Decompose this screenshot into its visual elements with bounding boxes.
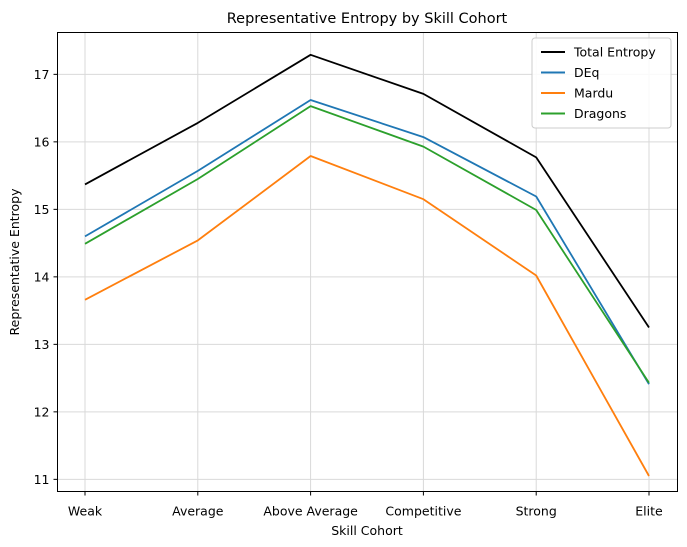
- x-axis-label: Skill Cohort: [331, 523, 403, 538]
- y-tick-label: 15: [34, 202, 50, 217]
- plot-frame: [57, 32, 678, 492]
- legend-label-mardu: Mardu: [574, 86, 613, 101]
- y-tick-label: 14: [34, 269, 50, 284]
- x-tick-label: Elite: [635, 504, 663, 519]
- y-tick-label: 13: [34, 337, 50, 352]
- x-tick-label: Competitive: [385, 504, 461, 519]
- series-lines: [84, 53, 650, 477]
- y-axis-label: Representative Entropy: [7, 188, 22, 336]
- x-tick-label: Strong: [516, 504, 557, 519]
- series-line-deq: [84, 99, 650, 385]
- legend: Total Entropy DEq Mardu Dragons: [531, 37, 672, 129]
- grid: [57, 32, 678, 492]
- y-tick-label: 12: [34, 404, 50, 419]
- axis-ticks: Weak Average Above Average Competitive Stron…: [34, 67, 663, 519]
- x-tick-label: Weak: [68, 504, 103, 519]
- x-tick-label: Average: [172, 504, 224, 519]
- legend-label-dragons: Dragons: [574, 106, 626, 121]
- legend-box: [531, 37, 672, 129]
- x-tick-label: Above Average: [263, 504, 358, 519]
- legend-label-total-entropy: Total Entropy: [573, 45, 656, 60]
- y-tick-label: 17: [34, 67, 50, 82]
- series-line-dragons: [84, 105, 650, 384]
- legend-label-deq: DEq: [574, 65, 599, 80]
- y-tick-label: 11: [34, 472, 50, 487]
- series-line-total-entropy: [84, 53, 650, 328]
- chart-title: Representative Entropy by Skill Cohort: [227, 11, 508, 27]
- y-tick-label: 16: [34, 134, 50, 149]
- series-line-mardu: [84, 155, 650, 477]
